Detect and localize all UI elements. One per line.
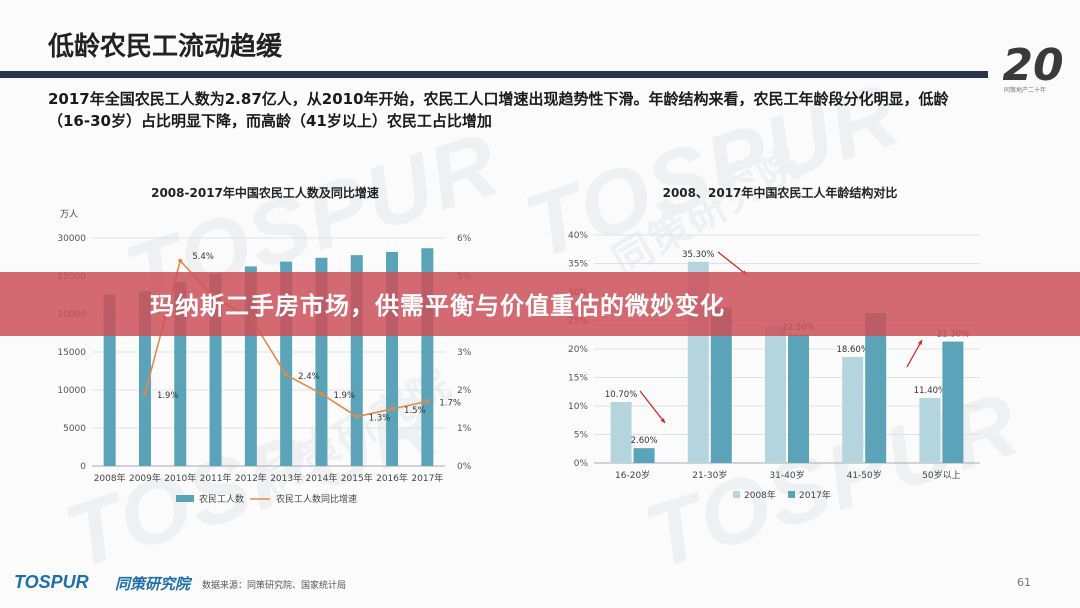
right-chart-xtick: 21-30岁 [692,469,727,481]
right-chart-data-label: 35.30% [682,250,714,260]
right-chart: 0%5%10%15%20%25%30%35%40%10.70%35.30%18.… [568,231,980,501]
left-chart-xtick: 2012年 [235,472,267,484]
right-chart-bar-2008年 [765,326,786,463]
right-chart-bar-2008年 [919,398,941,463]
left-chart-growth-point [319,391,324,396]
right-chart-data-label: 18.60% [836,345,868,355]
right-chart-xtick: 16-20岁 [615,469,650,481]
right-chart-ytick: 15% [568,374,588,384]
right-chart-bar-2008年 [842,356,864,463]
brand-logo-en: TOSPUR [14,572,89,592]
left-chart: 万人0500010000150002000025000300000%1%2%3%… [57,209,472,505]
right-chart-xtick: 31-40岁 [769,469,804,481]
right-chart-legend-swatch [788,491,795,498]
left-chart-y2tick: 3% [457,348,472,358]
left-chart-growth-point [142,391,147,396]
right-chart-trend-arrowhead [917,340,922,345]
left-chart-legend-label: 农民工人数 [199,493,244,505]
right-chart-data-label: 2.60% [631,436,658,446]
right-chart-legend-label: 2008年 [744,489,776,501]
headline-banner-text: 玛纳斯二手房市场，供需平衡与价值重估的微妙变化 [150,292,725,320]
left-chart-growth-point [178,258,183,263]
headline-banner [0,272,1080,336]
left-chart-y2tick: 6% [457,234,472,244]
left-chart-ytick: 10000 [57,386,86,396]
right-chart-ytick: 0% [574,459,589,469]
left-chart-bar [103,294,116,466]
right-chart-ytick: 20% [568,345,588,355]
left-chart-growth-point [354,414,359,419]
left-chart-xtick: 2009年 [129,472,161,484]
left-chart-title: 2008-2017年中国农民工人数及同比增速 [151,186,379,200]
left-chart-xtick: 2015年 [341,472,373,484]
left-chart-xtick: 2017年 [411,472,443,484]
anniversary-logo-icon: 20 [1003,40,1063,91]
right-chart-xtick: 41-50岁 [847,469,882,481]
title-underline [0,71,988,78]
left-chart-ytick: 5000 [63,424,86,434]
right-chart-title: 2008、2017年中国农民工人年龄结构对比 [662,186,898,200]
right-chart-ytick: 40% [568,231,588,241]
right-chart-xtick: 50岁以上 [922,469,960,481]
intro-paragraph: 2017年全国农民工人数为2.87亿人，从2010年开始，农民工人口增速出现趋势… [48,90,949,130]
left-chart-ylabel: 万人 [60,209,78,220]
right-chart-bar-2017年 [633,448,655,463]
anniversary-logo-number: 20 [1003,40,1063,91]
left-chart-xtick: 2011年 [200,472,232,484]
right-chart-bar-2008年 [610,402,632,463]
right-chart-trend-arrow [639,390,666,424]
left-chart-xtick: 2016年 [376,472,408,484]
left-chart-growth-point [284,372,289,377]
left-chart-ytick: 30000 [57,234,86,244]
left-chart-legend-label: 农民工人数同比增速 [276,493,357,505]
left-chart-xtick: 2010年 [164,472,196,484]
left-chart-ytick: 0 [80,462,86,472]
right-chart-data-label: 11.40% [914,386,946,396]
left-chart-growth-label: 1.5% [404,406,426,416]
anniversary-logo-subtext: 同策地产二十年 [1004,87,1047,94]
right-chart-bar-2017年 [865,313,887,463]
right-chart-legend-label: 2017年 [799,489,831,501]
left-chart-growth-point [425,399,430,404]
left-chart-growth-label: 2.4% [298,372,320,382]
right-chart-bar-2017年 [788,334,809,463]
left-chart-y2tick: 1% [457,424,472,434]
right-chart-trend-arrowhead [660,418,665,423]
right-chart-bar-2017年 [942,341,964,463]
right-chart-trend-arrow [717,251,748,276]
left-chart-ytick: 15000 [57,348,86,358]
right-chart-data-label: 10.70% [605,390,637,400]
left-chart-y2tick: 2% [457,386,472,396]
left-chart-legend-swatch-bar [176,495,194,502]
right-chart-legend-swatch [733,491,740,498]
left-chart-xtick: 2008年 [94,472,126,484]
right-chart-ytick: 10% [568,402,588,412]
left-chart-growth-label: 1.7% [439,398,461,408]
brand-logo-cn: 同策研究院 [115,575,191,593]
left-chart-growth-label: 5.4% [192,252,214,262]
right-chart-ytick: 5% [574,431,589,441]
left-chart-growth-label: 1.9% [157,391,179,401]
left-chart-xtick: 2014年 [305,472,337,484]
page-title: 低龄农民工流动趋缓 [48,32,283,62]
left-chart-growth-label: 1.9% [333,391,355,401]
right-chart-bar-2017年 [710,307,732,463]
left-chart-xtick: 2013年 [270,472,302,484]
right-chart-trend-arrow [906,339,923,368]
left-chart-y2tick: 0% [457,462,472,472]
left-chart-growth-point [390,407,395,411]
left-chart-growth-label: 1.3% [369,414,391,424]
data-source: 数据来源：同策研究院、国家统计局 [202,581,347,591]
page-number: 61 [1017,576,1031,589]
right-chart-ytick: 35% [568,260,588,270]
